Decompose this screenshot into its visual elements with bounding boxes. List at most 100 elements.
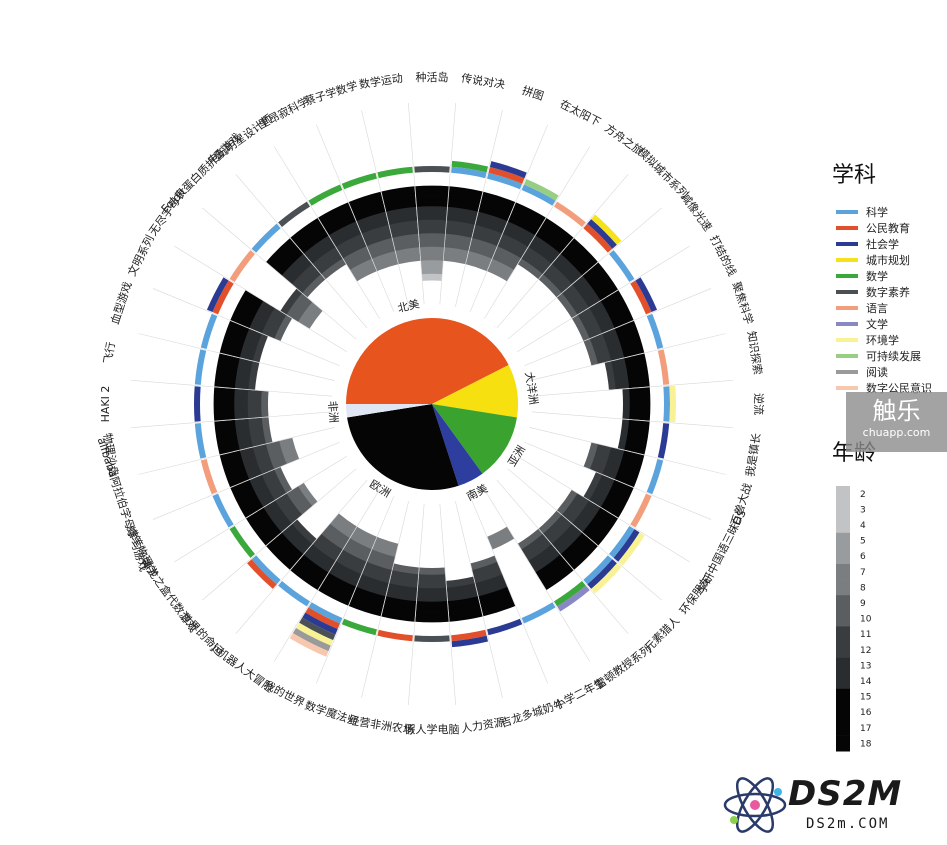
age-band-segment [489,258,515,276]
age-band-segment [614,325,632,358]
wedge-separator [138,427,335,475]
age-legend-cell [836,579,850,596]
game-label: 拼图 [520,83,545,103]
age-band-segment [500,233,529,253]
age-band-segment [417,212,447,221]
age-band-segment [303,235,332,259]
age-legend-cell [836,532,850,549]
age-band-segment [446,583,477,595]
age-band-segment [366,555,394,571]
age-band-segment [227,356,240,389]
age-band-segment [213,387,222,421]
age-band-segment [627,453,645,488]
wedge-separator [455,110,503,307]
region-label: 南美 [464,482,490,504]
age-legend-cell [836,501,850,518]
age-band-segment [472,561,500,577]
age-band-segment [239,328,256,360]
age-band-segment [595,477,615,508]
age-band-segment [291,263,317,289]
wedge-separator [517,455,690,563]
age-band-segment [416,199,448,207]
age-band-segment [602,331,619,361]
age-band-segment [321,208,354,230]
age-band-segment [481,599,516,617]
age-band-segment [286,489,308,515]
age-band-segment [329,518,354,539]
age-band-segment [220,387,229,421]
age-band-segment [606,293,628,326]
subject-arc [451,160,489,173]
subject-arc [523,178,559,201]
wedge-separator [235,479,368,634]
age-legend-cell [836,626,850,643]
age-band-segment [247,361,260,390]
legend-item-label: 公民教育 [866,221,910,235]
age-band-segment [577,275,601,304]
age-band-segment [587,266,613,297]
age-band-segment [611,359,623,390]
subject-arc [377,629,413,642]
age-band-segment [572,314,590,341]
age-legend-tick: 11 [860,630,871,640]
age-band-segment [525,539,552,562]
wedge-separator [524,441,712,520]
age-band-segment [538,510,562,534]
age-band-segment [602,447,619,477]
age-legend-tick: 18 [860,739,872,749]
subject-arc [657,349,670,385]
wedge-separator [130,380,333,397]
age-band-segment [642,387,651,421]
game-label: 人力资源 [460,715,506,736]
age-band-segment [475,574,505,591]
age-band-segment [321,258,347,280]
pie-slice [432,404,517,474]
age-band-segment [280,493,302,520]
age-band-segment [263,504,287,533]
subject-arc [609,250,635,282]
age-band-segment [420,253,444,261]
age-band-segment [592,262,618,294]
subject-legend: 学科科学公民教育社会学城市规划数学数字素养语言文学环境学可持续发展阅读数字公民意… [832,163,932,395]
age-band-segment [446,213,477,225]
region-label: 大洋洲 [522,371,541,406]
age-band-segment [302,274,326,298]
legend-swatch [836,354,858,358]
age-band-segment [249,477,269,508]
age-band-segment [356,580,388,597]
wedge-separator [529,427,726,475]
age-band-segment [242,297,264,328]
subject-arc [557,585,590,612]
legend-item-label: 环境学 [866,333,899,347]
age-band-segment [221,355,234,388]
age-band-segment [572,279,595,308]
legend-item-label: 社会学 [866,237,899,251]
chuapp-title: 触乐 [872,397,921,425]
age-band-segment [556,489,578,515]
game-label: 聚焦科学 [730,280,757,326]
age-band-segment [226,452,243,485]
age-band-segment [214,353,227,388]
subject-arc [194,386,201,422]
age-rings [130,102,734,706]
age-band-segment [383,602,416,615]
region-label: 亚洲 [506,443,529,469]
age-band-segment [465,257,490,272]
ds2m-logo-text: DS2M [788,774,903,814]
age-band-segment [416,594,448,603]
age-band-segment [261,307,281,336]
age-band-segment [328,221,359,241]
age-band-segment [349,258,375,276]
age-band-segment [245,331,262,361]
wedge-separator [202,468,357,601]
age-band-segment [276,248,304,276]
age-band-segment [267,311,287,339]
region-label: 北美 [396,297,420,315]
age-band-segment [266,541,295,570]
legend-item-label: 城市规划 [866,253,910,267]
age-band-segment [617,358,630,389]
subject-arc [609,526,635,558]
pie-slice [346,404,432,418]
age-band-segment [478,204,511,222]
legend-item-label: 数字公民意识 [866,381,932,395]
